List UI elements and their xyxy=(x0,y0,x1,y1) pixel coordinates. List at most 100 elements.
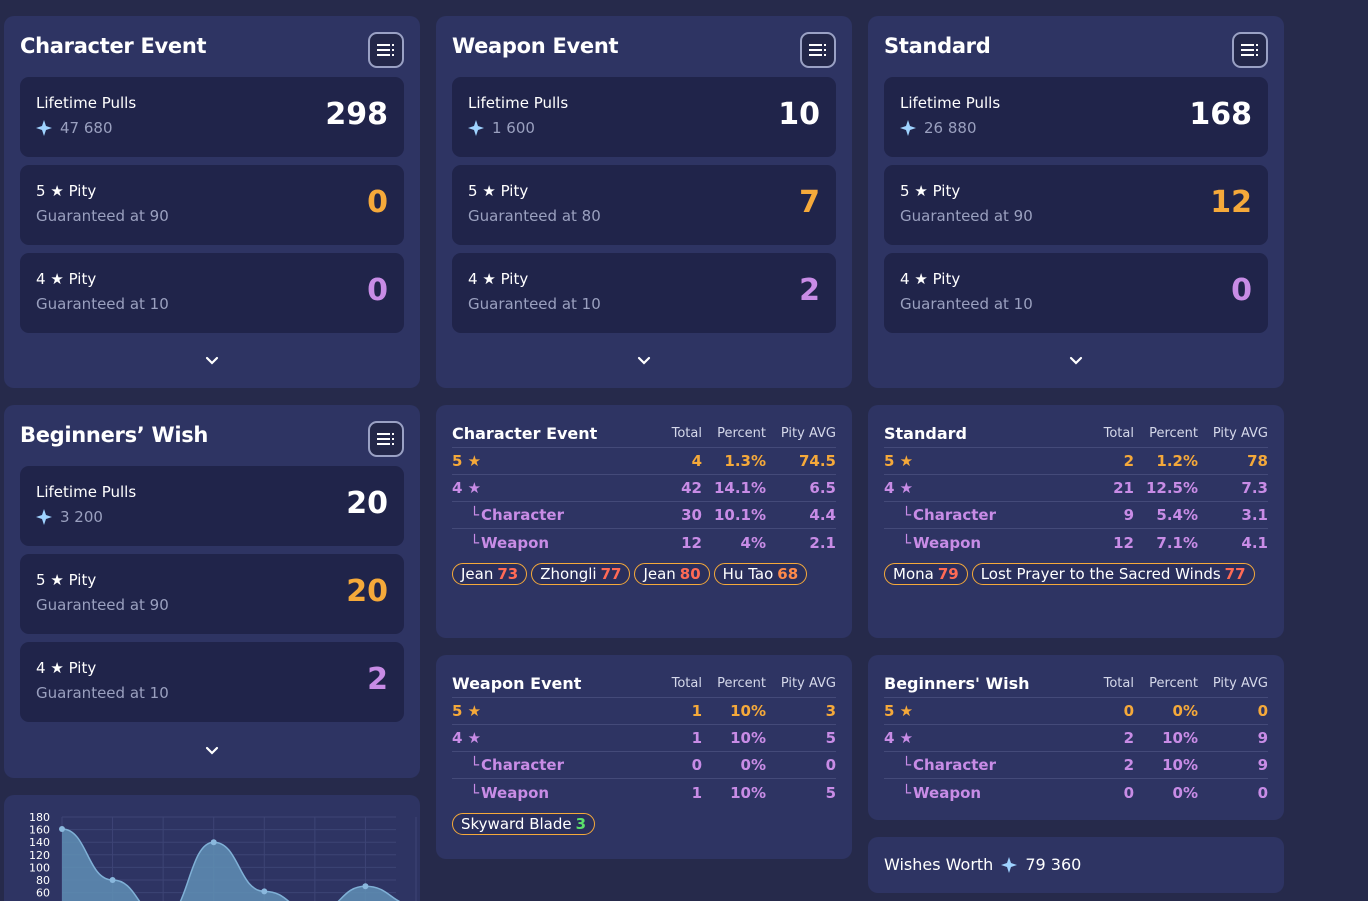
table-row-four-star: 4 ★ 42 14.1% 6.5 xyxy=(452,475,836,502)
table-header: Beginners' Wish Total Percent Pity AVG xyxy=(884,670,1268,698)
star-icon: ★ xyxy=(467,702,482,720)
history-tag[interactable]: Jean 73 xyxy=(452,563,528,585)
menu-button[interactable] xyxy=(368,421,404,457)
star-icon: ★ xyxy=(50,571,64,589)
table-row-weapon: Weapon 1 10% 5 xyxy=(452,779,836,806)
stats-table: Standard Total Percent Pity AVG 5 ★ 2 1.… xyxy=(884,420,1268,556)
col-pity-avg: Pity AVG xyxy=(780,676,836,691)
history-tag[interactable]: Mona 79 xyxy=(884,563,968,585)
stats-table: Weapon Event Total Percent Pity AVG 5 ★ … xyxy=(452,670,836,806)
five-star-pity-card: 5 ★ Pity Guaranteed at 90 20 xyxy=(20,554,404,634)
table-row-four-star: 4 ★ 1 10% 5 xyxy=(452,725,836,752)
wishes-worth-label: Wishes Worth xyxy=(884,855,994,874)
star-icon: ★ xyxy=(899,702,914,720)
history-tag[interactable]: Skyward Blade 3 xyxy=(452,813,596,835)
banner-panel-weapon: Weapon Event Lifetime Pulls 1 600 10 5 ★… xyxy=(436,16,852,388)
data-point xyxy=(109,877,116,883)
four-star-guarantee: Guaranteed at 10 xyxy=(36,295,169,313)
y-tick-label: 60 xyxy=(36,887,50,900)
star-icon: ★ xyxy=(899,452,914,470)
primogem-value: 26 880 xyxy=(924,119,977,137)
col-total: Total xyxy=(1103,676,1134,691)
five-star-pity-card: 5 ★ Pity Guaranteed at 90 0 xyxy=(20,165,404,245)
history-tag[interactable]: Hu Tao 68 xyxy=(713,563,808,585)
primogem-icon xyxy=(468,120,484,136)
col-percent: Percent xyxy=(717,426,766,441)
primogem-count: 26 880 xyxy=(900,119,977,137)
table-row-character: Character 0 0% 0 xyxy=(452,752,836,779)
four-star-pity-label: 4 ★ Pity xyxy=(468,270,529,288)
four-star-pity-label: 4 ★ Pity xyxy=(900,270,961,288)
menu-button[interactable] xyxy=(1232,32,1268,68)
five-star-pity-value: 0 xyxy=(367,185,388,220)
lifetime-pulls-card: Lifetime Pulls 3 200 20 xyxy=(20,466,404,546)
table-header: Standard Total Percent Pity AVG xyxy=(884,420,1268,448)
chevron-down-icon[interactable] xyxy=(634,356,654,370)
primogem-value: 47 680 xyxy=(60,119,113,137)
primogem-icon xyxy=(36,120,52,136)
four-star-guarantee: Guaranteed at 10 xyxy=(468,295,601,313)
five-star-pity-label: 5 ★ Pity xyxy=(468,182,529,200)
four-star-guarantee: Guaranteed at 10 xyxy=(36,684,169,702)
menu-button[interactable] xyxy=(800,32,836,68)
data-point xyxy=(210,839,217,846)
star-icon: ★ xyxy=(50,659,64,677)
data-point xyxy=(362,883,369,890)
chevron-down-icon[interactable] xyxy=(202,746,222,760)
stats-table: Beginners' Wish Total Percent Pity AVG 5… xyxy=(884,670,1268,806)
list-icon xyxy=(377,433,394,445)
four-star-pity-value: 2 xyxy=(367,662,388,697)
stats-panel-character: Character Event Total Percent Pity AVG 5… xyxy=(436,405,852,638)
col-pity-avg: Pity AVG xyxy=(780,426,836,441)
col-pity-avg: Pity AVG xyxy=(1212,426,1268,441)
history-tag[interactable]: Lost Prayer to the Sacred Winds 77 xyxy=(971,563,1255,585)
star-icon: ★ xyxy=(50,182,64,200)
stats-panel-beginner: Beginners' Wish Total Percent Pity AVG 5… xyxy=(868,655,1284,820)
y-tick-label: 180 xyxy=(29,811,50,824)
table-title: Character Event xyxy=(452,424,598,443)
four-star-pity-card: 4 ★ Pity Guaranteed at 10 2 xyxy=(452,253,836,333)
lifetime-pulls-label: Lifetime Pulls xyxy=(468,94,569,112)
banner-panel-beginner: Beginners’ Wish Lifetime Pulls 3 200 20 … xyxy=(4,405,420,778)
five-star-pity-value: 20 xyxy=(346,574,388,609)
lifetime-pulls-card: Lifetime Pulls 1 600 10 xyxy=(452,77,836,157)
data-point xyxy=(261,888,268,895)
table-header: Character Event Total Percent Pity AVG xyxy=(452,420,836,448)
star-icon: ★ xyxy=(482,182,496,200)
wishes-worth-value: 79 360 xyxy=(1025,855,1082,874)
five-star-pity-card: 5 ★ Pity Guaranteed at 90 12 xyxy=(884,165,1268,245)
chevron-down-icon[interactable] xyxy=(202,356,222,370)
table-row-four-star: 4 ★ 21 12.5% 7.3 xyxy=(884,475,1268,502)
table-row-five-star: 5 ★ 1 10% 3 xyxy=(452,698,836,725)
table-title: Weapon Event xyxy=(452,674,582,693)
area-fill xyxy=(62,828,399,901)
y-tick-label: 120 xyxy=(29,849,50,862)
five-star-pity-value: 7 xyxy=(799,185,820,220)
star-icon: ★ xyxy=(50,270,64,288)
five-star-guarantee: Guaranteed at 90 xyxy=(36,207,169,225)
stats-panel-standard: Standard Total Percent Pity AVG 5 ★ 2 1.… xyxy=(868,405,1284,638)
primogem-value: 1 600 xyxy=(492,119,535,137)
chevron-down-icon[interactable] xyxy=(1066,356,1086,370)
panel-title: Beginners’ Wish xyxy=(20,423,209,447)
menu-button[interactable] xyxy=(368,32,404,68)
history-tag[interactable]: Zhongli 77 xyxy=(531,563,631,585)
col-total: Total xyxy=(671,426,702,441)
table-row-character: Character 9 5.4% 3.1 xyxy=(884,502,1268,529)
lifetime-pulls-value: 20 xyxy=(346,486,388,521)
four-star-pity-value: 2 xyxy=(799,273,820,308)
five-star-history: Skyward Blade 3 xyxy=(452,813,836,835)
four-star-pity-card: 4 ★ Pity Guaranteed at 10 2 xyxy=(20,642,404,722)
primogem-icon xyxy=(1001,856,1018,873)
star-icon: ★ xyxy=(467,452,482,470)
table-row-weapon: Weapon 0 0% 0 xyxy=(884,779,1268,806)
five-star-pity-card: 5 ★ Pity Guaranteed at 80 7 xyxy=(452,165,836,245)
wishes-worth-panel: Wishes Worth 79 360 xyxy=(868,837,1284,893)
history-tag[interactable]: Jean 80 xyxy=(634,563,710,585)
col-total: Total xyxy=(1103,426,1134,441)
y-tick-label: 80 xyxy=(36,874,50,887)
star-icon: ★ xyxy=(914,182,928,200)
stats-table: Character Event Total Percent Pity AVG 5… xyxy=(452,420,836,556)
lifetime-pulls-label: Lifetime Pulls xyxy=(36,94,137,112)
